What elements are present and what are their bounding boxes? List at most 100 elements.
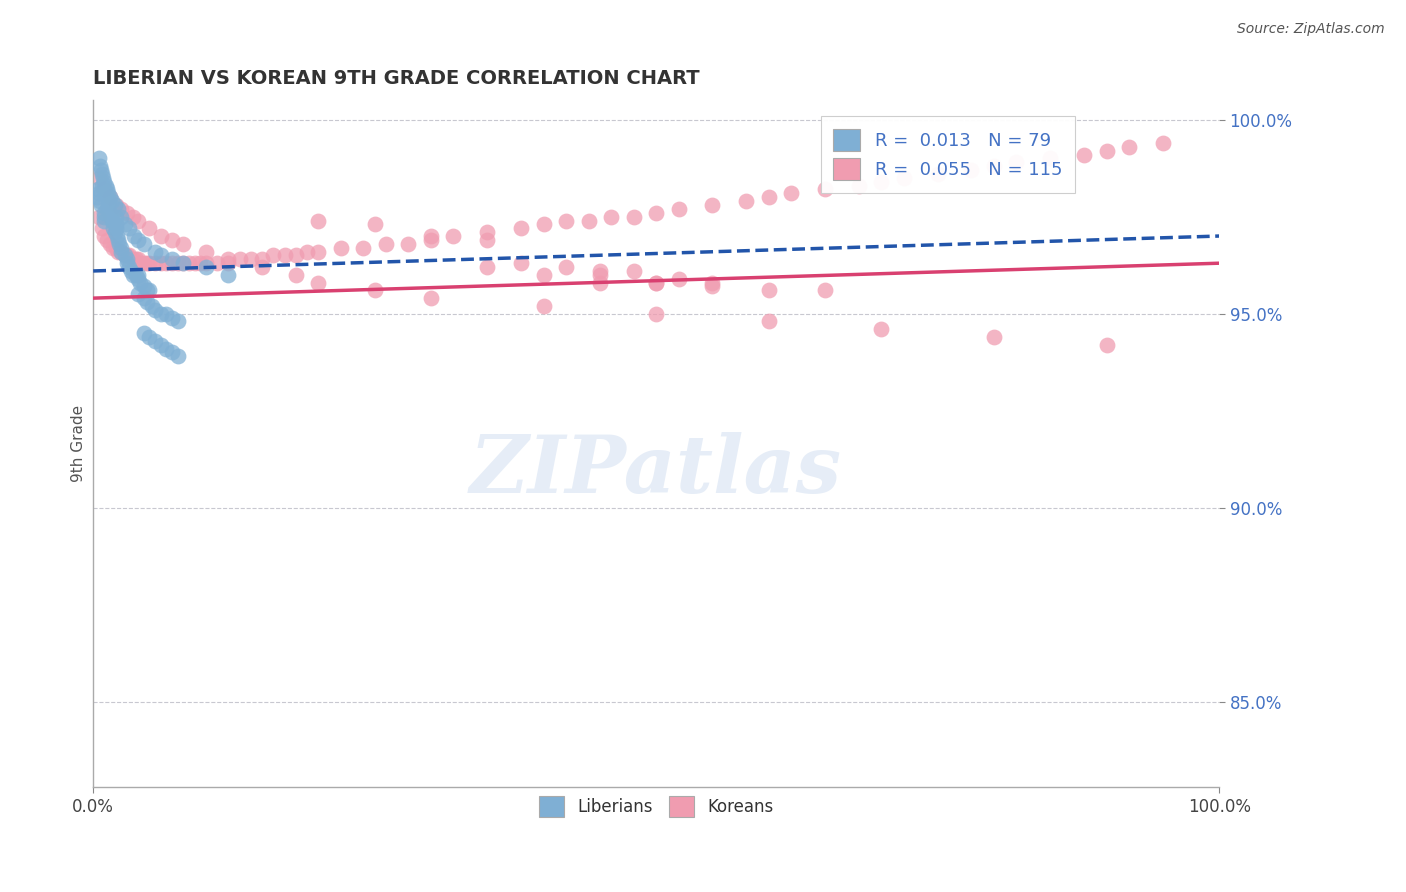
Point (363, 218, 385, 232)
Point (129, 256, 152, 270)
Point (110, 241, 132, 255)
Point (160, 345, 183, 359)
Point (100, 210, 122, 224)
Point (127, 287, 149, 301)
Point (374, 236, 396, 251)
Point (600, 210, 623, 224)
Point (814, 284, 837, 298)
Point (98, 236, 121, 251)
Point (87, 210, 110, 224)
Point (172, 256, 194, 270)
Point (118, 248, 141, 262)
Point (205, 256, 228, 270)
Point (477, 233, 499, 247)
Point (93, 175, 115, 189)
Point (217, 268, 239, 282)
Point (104, 218, 127, 232)
Point (510, 221, 533, 235)
Point (96, 233, 118, 247)
Point (983, 159, 1005, 173)
Point (93, 182, 115, 196)
Point (623, 210, 645, 224)
Point (166, 314, 188, 328)
Point (132, 326, 155, 340)
Point (98, 206, 121, 220)
Point (155, 256, 177, 270)
Point (118, 221, 141, 235)
Point (893, 170, 915, 185)
Point (110, 244, 132, 259)
Point (155, 342, 177, 356)
Point (87, 170, 110, 185)
Point (143, 302, 166, 317)
Point (110, 202, 132, 216)
Point (127, 252, 149, 267)
Point (160, 252, 183, 267)
Point (127, 213, 149, 227)
Point (90, 198, 112, 212)
Point (166, 256, 188, 270)
Point (89, 159, 111, 173)
Point (87, 186, 110, 201)
Point (132, 279, 155, 293)
Point (125, 252, 148, 267)
Point (115, 252, 138, 267)
Point (93, 210, 115, 224)
Point (188, 256, 211, 270)
Point (121, 268, 143, 282)
Point (352, 241, 374, 255)
Point (983, 330, 1005, 344)
Point (114, 248, 136, 262)
Point (127, 271, 149, 285)
Point (138, 284, 160, 298)
Point (1118, 140, 1140, 154)
Point (443, 229, 465, 244)
Point (149, 337, 172, 351)
Point (89, 194, 111, 208)
Point (115, 248, 138, 262)
Point (668, 202, 690, 216)
Point (115, 206, 138, 220)
Point (96, 182, 118, 196)
Point (149, 248, 172, 262)
Point (228, 252, 250, 267)
Point (91, 170, 114, 185)
Point (86, 190, 108, 204)
Point (250, 260, 273, 274)
Point (735, 194, 758, 208)
Point (86, 182, 108, 196)
Point (166, 349, 188, 363)
Point (127, 233, 149, 247)
Point (645, 206, 668, 220)
Point (122, 229, 145, 244)
Point (136, 284, 159, 298)
Point (141, 299, 163, 313)
Point (104, 221, 127, 235)
Point (132, 236, 155, 251)
Point (121, 252, 143, 267)
Point (98, 190, 121, 204)
Point (555, 213, 578, 227)
Point (155, 307, 177, 321)
Point (477, 260, 499, 274)
Point (1073, 147, 1095, 161)
Point (194, 260, 217, 274)
Point (420, 233, 443, 247)
Point (645, 307, 668, 321)
Point (623, 264, 645, 278)
Legend: Liberians, Koreans: Liberians, Koreans (531, 789, 780, 823)
Point (93, 229, 115, 244)
Point (194, 256, 217, 270)
Point (101, 194, 124, 208)
Point (398, 236, 420, 251)
Point (284, 248, 307, 262)
Point (239, 252, 262, 267)
Text: LIBERIAN VS KOREAN 9TH GRADE CORRELATION CHART: LIBERIAN VS KOREAN 9TH GRADE CORRELATION… (93, 69, 700, 87)
Point (702, 279, 724, 293)
Point (645, 276, 668, 290)
Point (132, 291, 155, 305)
Text: ZIPatlas: ZIPatlas (470, 433, 842, 510)
Point (555, 260, 578, 274)
Point (533, 218, 555, 232)
Point (533, 268, 555, 282)
